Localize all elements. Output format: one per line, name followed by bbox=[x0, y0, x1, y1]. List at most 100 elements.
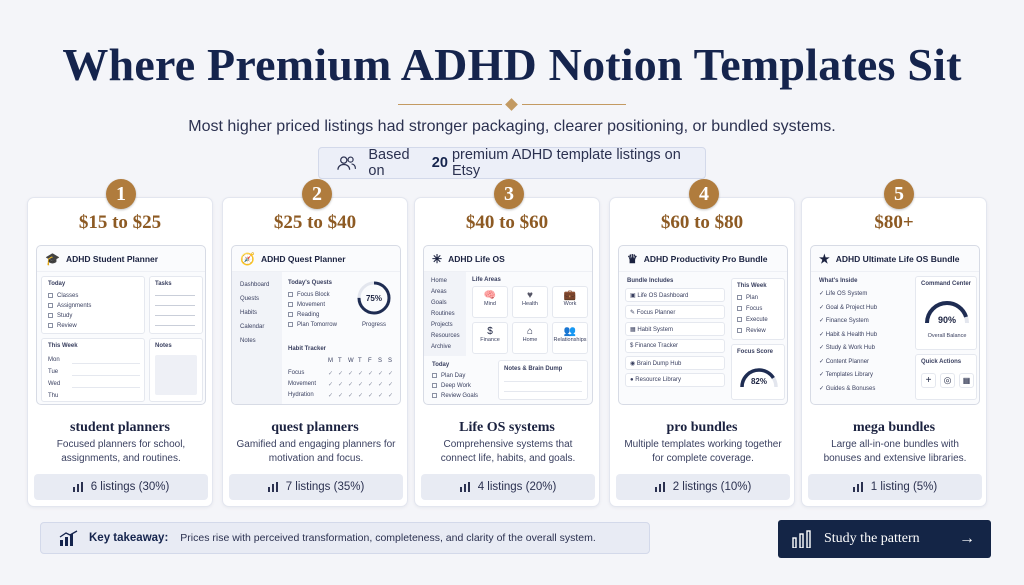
habit-check-icon: ✓ bbox=[338, 393, 344, 399]
progress-ring bbox=[357, 281, 391, 315]
preview-section-label: This Week bbox=[48, 343, 78, 349]
preview-title: ADHD Quest Planner bbox=[260, 253, 346, 264]
tier-description: Gamified and engaging planners for motiv… bbox=[236, 439, 396, 464]
basis-suffix: premium ADHD template listings on Etsy bbox=[451, 147, 681, 179]
tier-3-number-badge: 3 bbox=[494, 179, 524, 209]
preview-list-item: Plan Tomorrow bbox=[288, 322, 337, 328]
users-icon bbox=[337, 156, 357, 170]
tier-category: mega bundles bbox=[852, 420, 936, 435]
preview-list-item: Review bbox=[737, 328, 766, 334]
basis-prefix: Based on bbox=[368, 147, 410, 179]
tier-price: $60 to $80 bbox=[660, 212, 744, 233]
life-area-tile: ⌂ Home bbox=[512, 322, 548, 354]
tier-card-2: $25 to $40 🧭 ADHD Quest Planner Dashboard… bbox=[222, 197, 408, 507]
habit-check-icon: ✓ bbox=[338, 382, 344, 388]
habit-check-icon: ✓ bbox=[388, 393, 394, 399]
habit-label: Hydration bbox=[288, 392, 314, 398]
balance-label: Overall Balance bbox=[927, 333, 967, 339]
habit-label: Focus bbox=[288, 370, 305, 376]
money-icon: $ bbox=[487, 326, 493, 337]
habit-day-label: W bbox=[348, 358, 354, 364]
basis-count: 20 bbox=[431, 155, 448, 171]
habit-day-label: T bbox=[358, 358, 362, 364]
habit-check-icon: ✓ bbox=[368, 382, 374, 388]
tier-card-3: $40 to $60 ✳ ADHD Life OS Home Areas Goal… bbox=[414, 197, 600, 507]
bar-chart-icon bbox=[654, 482, 665, 492]
preview-list-item: Movement bbox=[288, 302, 325, 308]
habit-day-label: S bbox=[388, 358, 393, 364]
listing-count: 7 listings (35%) bbox=[229, 474, 403, 500]
habit-check-icon: ✓ bbox=[358, 393, 364, 399]
tier-card-1: $15 to $25 🎓 ADHD Student Planner Today C… bbox=[27, 197, 213, 507]
habit-check-icon: ✓ bbox=[388, 382, 394, 388]
heart-icon: ♥ bbox=[527, 290, 533, 301]
preview-day-label: Mon bbox=[48, 357, 60, 363]
preview-section-label: Command Center bbox=[921, 281, 972, 287]
basis-banner: Based on 20 premium ADHD template listin… bbox=[318, 147, 706, 179]
preview-nav-item: Quests bbox=[240, 296, 260, 302]
inside-item: ✓ Templates Library bbox=[819, 372, 873, 378]
preview-section-label: Focus Score bbox=[737, 349, 774, 355]
inside-item: ✓ Habit & Health Hub bbox=[819, 331, 878, 338]
preview-list-item: Reading bbox=[288, 312, 319, 318]
habit-check-icon: ✓ bbox=[348, 382, 354, 388]
bundle-item: Resource Library bbox=[635, 377, 681, 383]
bar-chart-icon bbox=[852, 482, 863, 492]
habit-check-icon: ✓ bbox=[328, 393, 334, 399]
target-icon: ◎ bbox=[940, 373, 955, 388]
calendar-icon: ▦ bbox=[959, 373, 974, 388]
habit-check-icon: ✓ bbox=[338, 371, 344, 377]
brain-icon: ◉ bbox=[630, 361, 636, 367]
preview-day-label: Tue bbox=[48, 369, 59, 375]
study-pattern-label: Study the pattern bbox=[824, 531, 920, 546]
life-area-tile: 👥 Relationships bbox=[552, 322, 588, 354]
bundle-item: Focus Planner bbox=[636, 310, 676, 316]
habit-label: Movement bbox=[288, 381, 317, 387]
compass-icon: 🧭 bbox=[240, 251, 255, 266]
tier-1-number-badge: 1 bbox=[106, 179, 136, 209]
tier-category: student planners bbox=[70, 420, 170, 435]
preview-list-item: Review Goals bbox=[432, 393, 478, 399]
preview-section-label: Life Areas bbox=[472, 277, 501, 283]
preview-section-label: Today bbox=[48, 281, 66, 287]
tier-4-number-badge: 4 bbox=[689, 179, 719, 209]
inside-item: ✓ Goal & Project Hub bbox=[819, 304, 878, 311]
inside-item: ✓ Study & Work Hub bbox=[819, 345, 875, 351]
preview-nav-item: Dashboard bbox=[240, 282, 270, 288]
listing-count-text: 1 listing (5%) bbox=[870, 481, 938, 493]
preview-section-label: Today bbox=[432, 362, 450, 368]
preview-title: ADHD Ultimate Life OS Bundle bbox=[835, 253, 960, 264]
preview-list-item: Study bbox=[48, 313, 72, 319]
preview-section-label: Quick Actions bbox=[921, 359, 962, 365]
tier-price: $40 to $60 bbox=[465, 212, 549, 233]
listing-count-text: 2 listings (10%) bbox=[672, 481, 752, 493]
growth-chart-icon bbox=[59, 530, 78, 546]
star-icon: ★ bbox=[819, 251, 830, 266]
habit-day-label: S bbox=[378, 358, 383, 364]
tier-card-5: $80+ ★ ADHD Ultimate Life OS Bundle What'… bbox=[801, 197, 987, 507]
crown-icon: ♛ bbox=[627, 251, 638, 266]
preview-list-item: Focus bbox=[737, 306, 762, 312]
preview-title: ADHD Life OS bbox=[448, 253, 505, 264]
tier-description: Multiple templates working together for … bbox=[624, 439, 782, 464]
book-icon: ● bbox=[630, 377, 634, 383]
preview-nav-item: Habits bbox=[240, 310, 258, 316]
preview-list-item: Assignments bbox=[48, 303, 91, 309]
page-subtitle: Most higher priced listings had stronger… bbox=[188, 118, 836, 135]
habit-day-label: T bbox=[338, 358, 342, 364]
bundle-item: Finance Tracker bbox=[635, 343, 679, 349]
habit-check-icon: ✓ bbox=[368, 371, 374, 377]
tier-price: $15 to $25 bbox=[78, 212, 162, 233]
balance-gauge bbox=[925, 301, 969, 324]
habit-check-icon: ✓ bbox=[348, 393, 354, 399]
preview-nav-item: Areas bbox=[431, 289, 447, 295]
preview-section-label: This Week bbox=[737, 283, 767, 289]
arrow-right-icon: → bbox=[959, 530, 975, 547]
bar-chart-icon bbox=[792, 530, 811, 548]
study-pattern-button[interactable]: Study the pattern → bbox=[778, 520, 991, 558]
preview-nav-item: Notes bbox=[240, 338, 256, 344]
preview-list-item: Deep Work bbox=[432, 383, 471, 389]
bundle-item: Habit System bbox=[637, 327, 674, 333]
bar-chart-icon bbox=[72, 482, 83, 492]
dashboard-icon: ▣ bbox=[630, 293, 636, 299]
